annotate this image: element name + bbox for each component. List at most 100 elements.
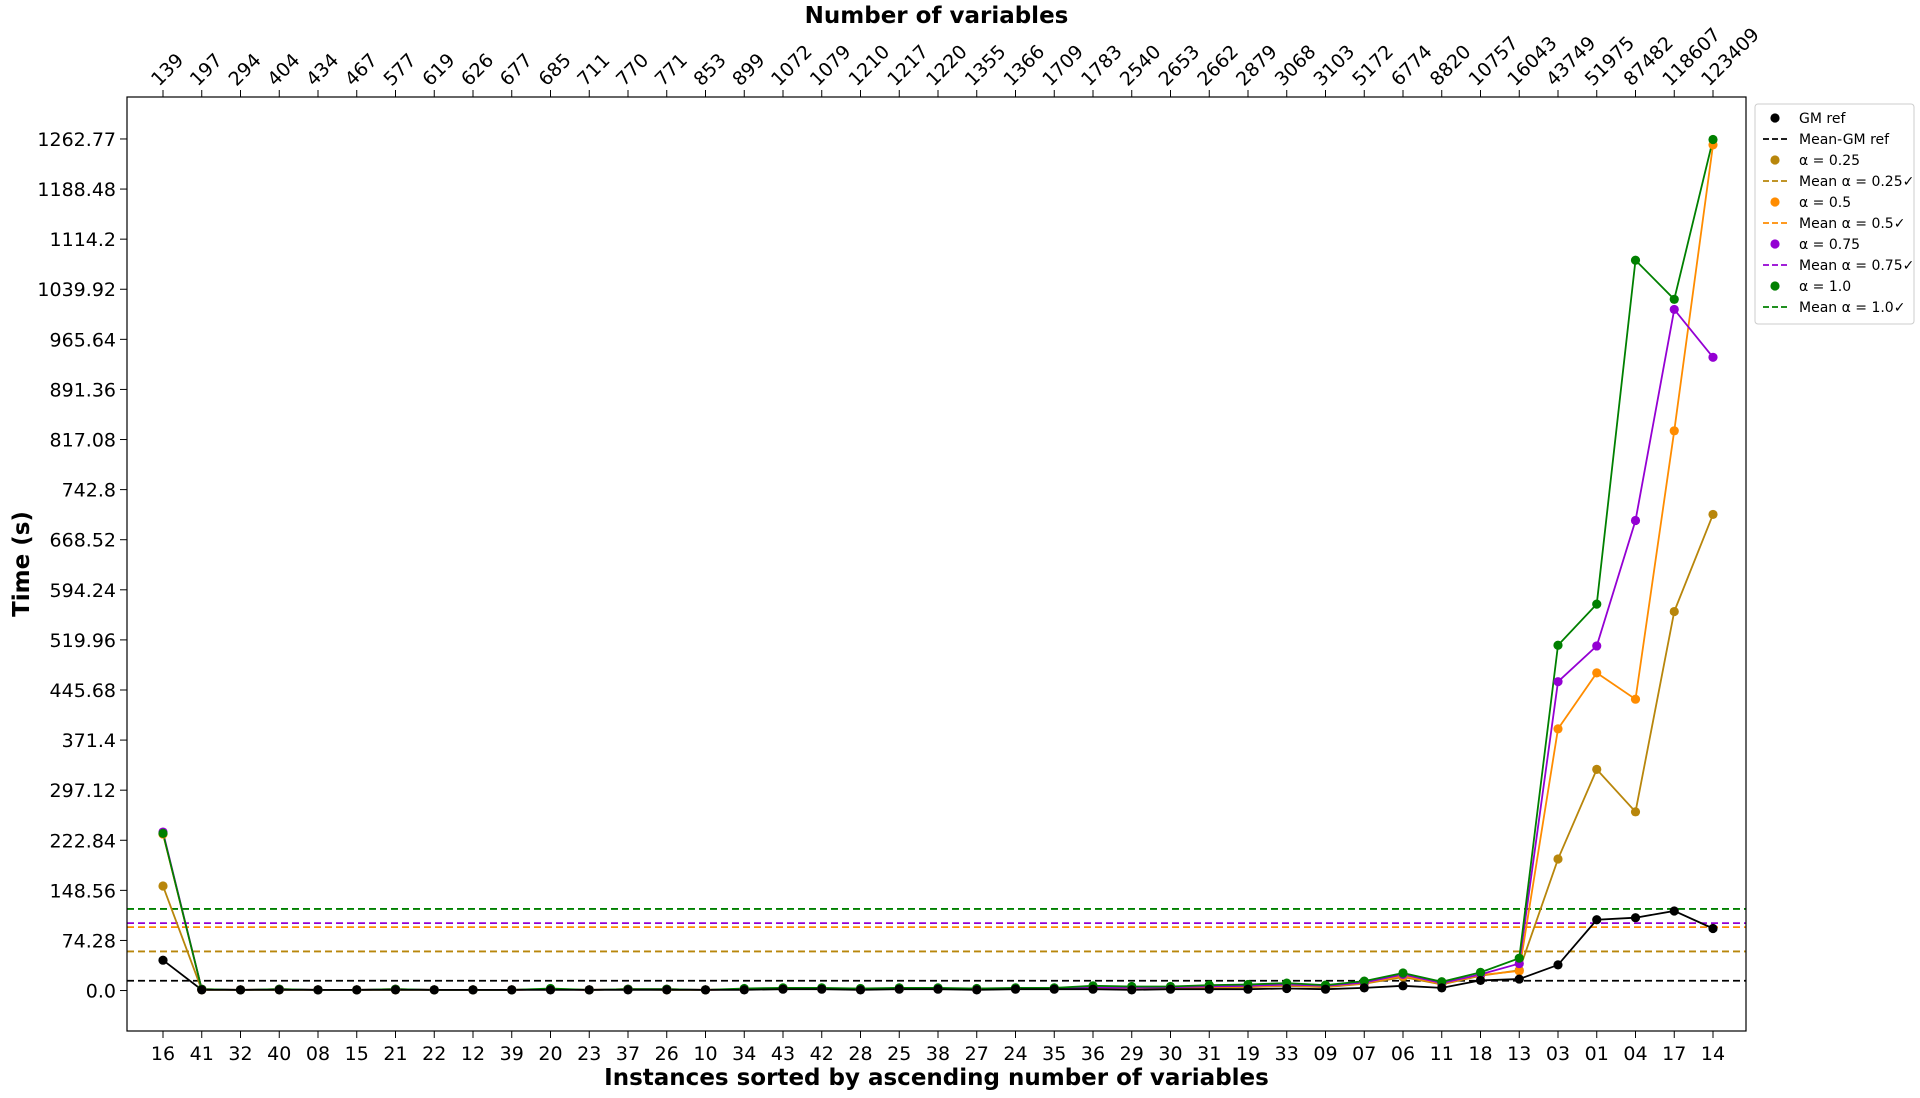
data-point <box>739 985 749 995</box>
y-tick-label: 1188.48 <box>37 179 116 201</box>
x-tick-label: 23 <box>577 1043 601 1065</box>
data-point <box>1669 906 1679 916</box>
legend-box <box>1754 103 1915 325</box>
data-point <box>972 985 982 995</box>
data-point <box>1398 981 1408 991</box>
data-point <box>1514 966 1524 976</box>
x-tick-label: 11 <box>1430 1043 1454 1065</box>
y-tick-label: 371.4 <box>62 730 116 752</box>
y-tick-label: 519.96 <box>50 630 116 652</box>
legend-marker <box>1770 281 1780 291</box>
data-point <box>1630 807 1641 817</box>
data-point <box>313 985 323 995</box>
data-point <box>1669 304 1679 315</box>
data-point <box>1514 974 1524 984</box>
x-tick-label: 09 <box>1313 1043 1337 1065</box>
y-tick-label: 965.64 <box>50 329 116 351</box>
data-point <box>158 828 168 839</box>
x-tick-label: 16 <box>151 1043 175 1065</box>
x-tick-label: 10 <box>693 1043 717 1065</box>
x-tick-label: 41 <box>190 1043 214 1065</box>
x-tick-label: 19 <box>1236 1043 1260 1065</box>
data-point <box>1359 976 1369 986</box>
y-tick-label: 445.68 <box>50 680 116 702</box>
y-tick-label: 0.0 <box>86 981 116 1003</box>
y-tick-label: 297.12 <box>50 780 116 802</box>
x-tick-label: 42 <box>810 1043 834 1065</box>
legend-label: α = 0.75 <box>1799 237 1860 253</box>
legend-label: α = 1.0 <box>1799 279 1851 295</box>
x-tick-label: 20 <box>538 1043 562 1065</box>
y-tick-label: 222.84 <box>50 830 116 852</box>
data-point <box>933 984 943 994</box>
data-point <box>1359 983 1369 993</box>
y-tick-label: 594.24 <box>50 580 116 602</box>
y-axis: 0.0 74.28 148.56 222.84 297.12 371.4 445.68 519… <box>37 129 127 1003</box>
data-point <box>352 985 362 995</box>
x-tick-label: 06 <box>1391 1043 1415 1065</box>
x-tick-label: 31 <box>1197 1043 1221 1065</box>
y-tick-label: 891.36 <box>50 379 116 401</box>
data-point <box>1553 640 1563 650</box>
data-point <box>1630 255 1641 265</box>
x-tick-label: 01 <box>1585 1043 1609 1065</box>
y-tick-label: 668.52 <box>50 530 116 552</box>
y-tick-label: 1262.77 <box>37 129 116 151</box>
x-tick-label: 39 <box>500 1043 524 1065</box>
data-point <box>1165 984 1176 994</box>
x-tick-label: 22 <box>422 1043 446 1065</box>
data-point <box>1088 984 1098 994</box>
x-tick-label: 03 <box>1546 1043 1570 1065</box>
legend-mean-label: Mean α = 1.0✓ <box>1799 300 1905 316</box>
data-point <box>700 985 711 995</box>
y-tick-label: 1114.2 <box>50 229 116 251</box>
data-point <box>1592 764 1602 774</box>
data-point <box>1630 694 1641 704</box>
y-tick-label: 817.08 <box>50 430 116 452</box>
legend-mean-label: Mean α = 0.25✓ <box>1799 174 1914 190</box>
data-point <box>1669 606 1679 617</box>
data-point <box>197 985 207 995</box>
plot-frame <box>126 96 1747 1032</box>
x-axis: 16 41 32 40 08 15 21 22 12 39 20 23 37 26 10 34 43 42 28 25… <box>151 1031 1725 1065</box>
legend-label: α = 0.5 <box>1799 195 1851 211</box>
x-tick-label: 35 <box>1042 1043 1066 1065</box>
data-point <box>1708 352 1718 362</box>
x-tick-label: 37 <box>616 1043 640 1065</box>
x-tick-label: 08 <box>306 1043 330 1065</box>
data-point <box>1282 983 1292 994</box>
y-tick-label: 148.56 <box>50 880 116 902</box>
mean-lines <box>127 908 1746 982</box>
x-tick-label: 34 <box>732 1043 756 1065</box>
y-axis-title: Time (s) <box>9 511 35 617</box>
x-tick-label: 29 <box>1120 1043 1144 1065</box>
data-point <box>545 985 556 995</box>
data-point <box>468 985 478 995</box>
data-point <box>1630 515 1641 526</box>
data-point <box>584 985 594 995</box>
data-point <box>1708 134 1718 145</box>
data-point <box>158 955 168 965</box>
data-point <box>1592 641 1602 651</box>
x-tick-label: 33 <box>1275 1043 1299 1065</box>
legend-marker <box>1770 239 1780 249</box>
y-tick-label: 1039.92 <box>37 279 116 301</box>
data-point <box>855 985 866 995</box>
data-point <box>1708 509 1718 520</box>
data-point <box>1437 983 1447 993</box>
x-tick-label: 21 <box>383 1043 407 1065</box>
x-tick-label: 12 <box>461 1043 485 1065</box>
legend: GM ref Mean-GM ref α = 0.25 Mean α = 0.25✓ α… <box>1754 103 1915 325</box>
data-point <box>1398 968 1408 978</box>
x-tick-label: 30 <box>1158 1043 1182 1065</box>
data-point <box>623 985 633 995</box>
x-tick-label: 07 <box>1352 1043 1376 1065</box>
legend-mean-label: Mean α = 0.75✓ <box>1799 258 1914 274</box>
data-point <box>1049 984 1059 994</box>
x-tick-label: 17 <box>1662 1043 1686 1065</box>
y-tick-label: 742.8 <box>62 480 116 502</box>
x-tick-label: 26 <box>655 1043 679 1065</box>
data-point <box>1630 913 1641 923</box>
